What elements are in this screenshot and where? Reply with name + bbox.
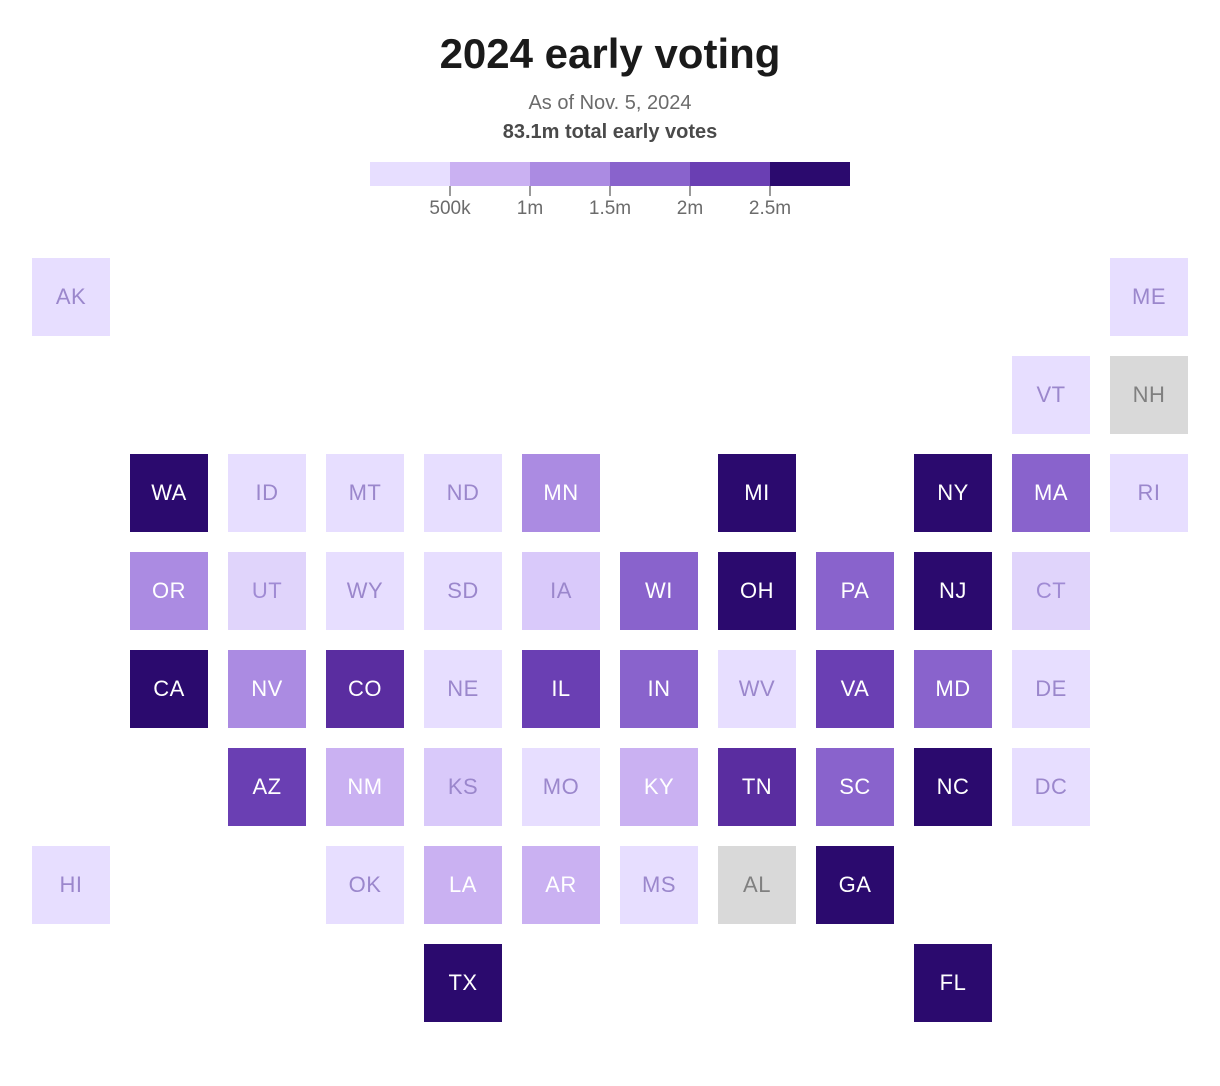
legend-swatch (450, 162, 530, 186)
state-cell-hi[interactable]: HI (32, 846, 110, 924)
state-cell-oh[interactable]: OH (718, 552, 796, 630)
state-cell-wa[interactable]: WA (130, 454, 208, 532)
state-cell-ny[interactable]: NY (914, 454, 992, 532)
legend-swatch (770, 162, 850, 186)
state-cell-wv[interactable]: WV (718, 650, 796, 728)
state-cell-tn[interactable]: TN (718, 748, 796, 826)
state-cell-fl[interactable]: FL (914, 944, 992, 1022)
state-cell-ga[interactable]: GA (816, 846, 894, 924)
state-cell-md[interactable]: MD (914, 650, 992, 728)
state-cell-or[interactable]: OR (130, 552, 208, 630)
state-cell-ri[interactable]: RI (1110, 454, 1188, 532)
legend-tick-label: 2m (677, 198, 703, 220)
chart-subtitle: As of Nov. 5, 2024 (10, 92, 1210, 115)
state-cell-vt[interactable]: VT (1012, 356, 1090, 434)
state-cell-pa[interactable]: PA (816, 552, 894, 630)
state-cell-ky[interactable]: KY (620, 748, 698, 826)
state-cell-sc[interactable]: SC (816, 748, 894, 826)
state-cell-la[interactable]: LA (424, 846, 502, 924)
state-grid: AK ME VT NH WA ID MT ND MN MI NY MA RI OR UT WY SD IA WI OH… (10, 258, 1210, 1048)
state-cell-ar[interactable]: AR (522, 846, 600, 924)
legend-tick-label: 1.5m (589, 198, 631, 220)
state-cell-ut[interactable]: UT (228, 552, 306, 630)
state-cell-va[interactable]: VA (816, 650, 894, 728)
state-cell-sd[interactable]: SD (424, 552, 502, 630)
legend-tick-label: 500k (429, 198, 470, 220)
state-cell-nm[interactable]: NM (326, 748, 404, 826)
chart-title: 2024 early voting (10, 30, 1210, 78)
color-legend: 500k 1m 1.5m 2m 2.5m (370, 162, 850, 222)
state-cell-co[interactable]: CO (326, 650, 404, 728)
state-cell-id[interactable]: ID (228, 454, 306, 532)
legend-swatch (370, 162, 450, 186)
state-cell-ia[interactable]: IA (522, 552, 600, 630)
state-cell-ok[interactable]: OK (326, 846, 404, 924)
state-cell-ca[interactable]: CA (130, 650, 208, 728)
state-cell-ms[interactable]: MS (620, 846, 698, 924)
state-cell-il[interactable]: IL (522, 650, 600, 728)
state-cell-ct[interactable]: CT (1012, 552, 1090, 630)
state-cell-wy[interactable]: WY (326, 552, 404, 630)
state-cell-nc[interactable]: NC (914, 748, 992, 826)
legend-swatch (610, 162, 690, 186)
legend-swatch (530, 162, 610, 186)
state-cell-al[interactable]: AL (718, 846, 796, 924)
state-cell-ks[interactable]: KS (424, 748, 502, 826)
state-cell-mi[interactable]: MI (718, 454, 796, 532)
state-cell-nd[interactable]: ND (424, 454, 502, 532)
state-cell-nh[interactable]: NH (1110, 356, 1188, 434)
state-cell-ak[interactable]: AK (32, 258, 110, 336)
state-cell-dc[interactable]: DC (1012, 748, 1090, 826)
state-cell-mt[interactable]: MT (326, 454, 404, 532)
legend-tick-label: 1m (517, 198, 543, 220)
state-cell-wi[interactable]: WI (620, 552, 698, 630)
state-cell-az[interactable]: AZ (228, 748, 306, 826)
state-cell-me[interactable]: ME (1110, 258, 1188, 336)
state-cell-mn[interactable]: MN (522, 454, 600, 532)
state-cell-in[interactable]: IN (620, 650, 698, 728)
state-cell-nv[interactable]: NV (228, 650, 306, 728)
chart-total: 83.1m total early votes (10, 121, 1210, 144)
legend-swatch (690, 162, 770, 186)
state-cell-nj[interactable]: NJ (914, 552, 992, 630)
state-cell-mo[interactable]: MO (522, 748, 600, 826)
state-cell-ne[interactable]: NE (424, 650, 502, 728)
state-cell-ma[interactable]: MA (1012, 454, 1090, 532)
state-cell-tx[interactable]: TX (424, 944, 502, 1022)
state-cell-de[interactable]: DE (1012, 650, 1090, 728)
legend-tick-label: 2.5m (749, 198, 791, 220)
